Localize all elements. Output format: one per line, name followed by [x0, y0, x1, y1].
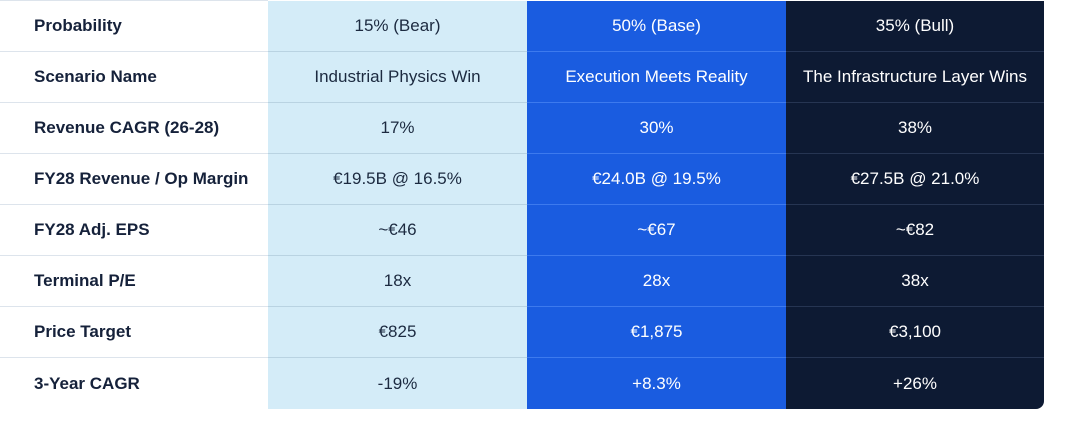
table-row-three-year-cagr: 3-Year CAGR -19% +8.3% +26%	[0, 358, 1044, 409]
bull-cell: €27.5B @ 21.0%	[786, 154, 1044, 205]
bear-cell: 17%	[268, 103, 527, 154]
bear-cell: €825	[268, 307, 527, 358]
bull-cell: +26%	[786, 358, 1044, 409]
table-row-fy28-eps: FY28 Adj. EPS ~€46 ~€67 ~€82	[0, 205, 1044, 256]
table-row-revenue-cagr: Revenue CAGR (26-28) 17% 30% 38%	[0, 103, 1044, 154]
row-label: 3-Year CAGR	[0, 358, 268, 409]
base-cell: €1,875	[527, 307, 786, 358]
bull-cell: 38%	[786, 103, 1044, 154]
base-cell: Execution Meets Reality	[527, 52, 786, 103]
bear-cell: 15% (Bear)	[268, 1, 527, 52]
table-row-price-target: Price Target €825 €1,875 €3,100	[0, 307, 1044, 358]
table-row-scenario-name: Scenario Name Industrial Physics Win Exe…	[0, 52, 1044, 103]
base-cell: 50% (Base)	[527, 1, 786, 52]
row-label: Price Target	[0, 307, 268, 358]
bull-cell: ~€82	[786, 205, 1044, 256]
base-cell: +8.3%	[527, 358, 786, 409]
base-cell: €24.0B @ 19.5%	[527, 154, 786, 205]
bear-cell: Industrial Physics Win	[268, 52, 527, 103]
table-row-terminal-pe: Terminal P/E 18x 28x 38x	[0, 256, 1044, 307]
table-row-probability: Probability 15% (Bear) 50% (Base) 35% (B…	[0, 1, 1044, 52]
base-cell: 28x	[527, 256, 786, 307]
bull-cell: €3,100	[786, 307, 1044, 358]
row-label: Probability	[0, 1, 268, 52]
table-top-divider	[0, 0, 268, 1]
bear-cell: €19.5B @ 16.5%	[268, 154, 527, 205]
table-row-fy28-revenue: FY28 Revenue / Op Margin €19.5B @ 16.5% …	[0, 154, 1044, 205]
row-label: FY28 Revenue / Op Margin	[0, 154, 268, 205]
bear-cell: -19%	[268, 358, 527, 409]
row-label: FY28 Adj. EPS	[0, 205, 268, 256]
bull-cell: 35% (Bull)	[786, 1, 1044, 52]
bull-cell: 38x	[786, 256, 1044, 307]
bull-cell: The Infrastructure Layer Wins	[786, 52, 1044, 103]
row-label: Revenue CAGR (26-28)	[0, 103, 268, 154]
base-cell: 30%	[527, 103, 786, 154]
row-label: Scenario Name	[0, 52, 268, 103]
bear-cell: ~€46	[268, 205, 527, 256]
base-cell: ~€67	[527, 205, 786, 256]
bear-cell: 18x	[268, 256, 527, 307]
row-label: Terminal P/E	[0, 256, 268, 307]
